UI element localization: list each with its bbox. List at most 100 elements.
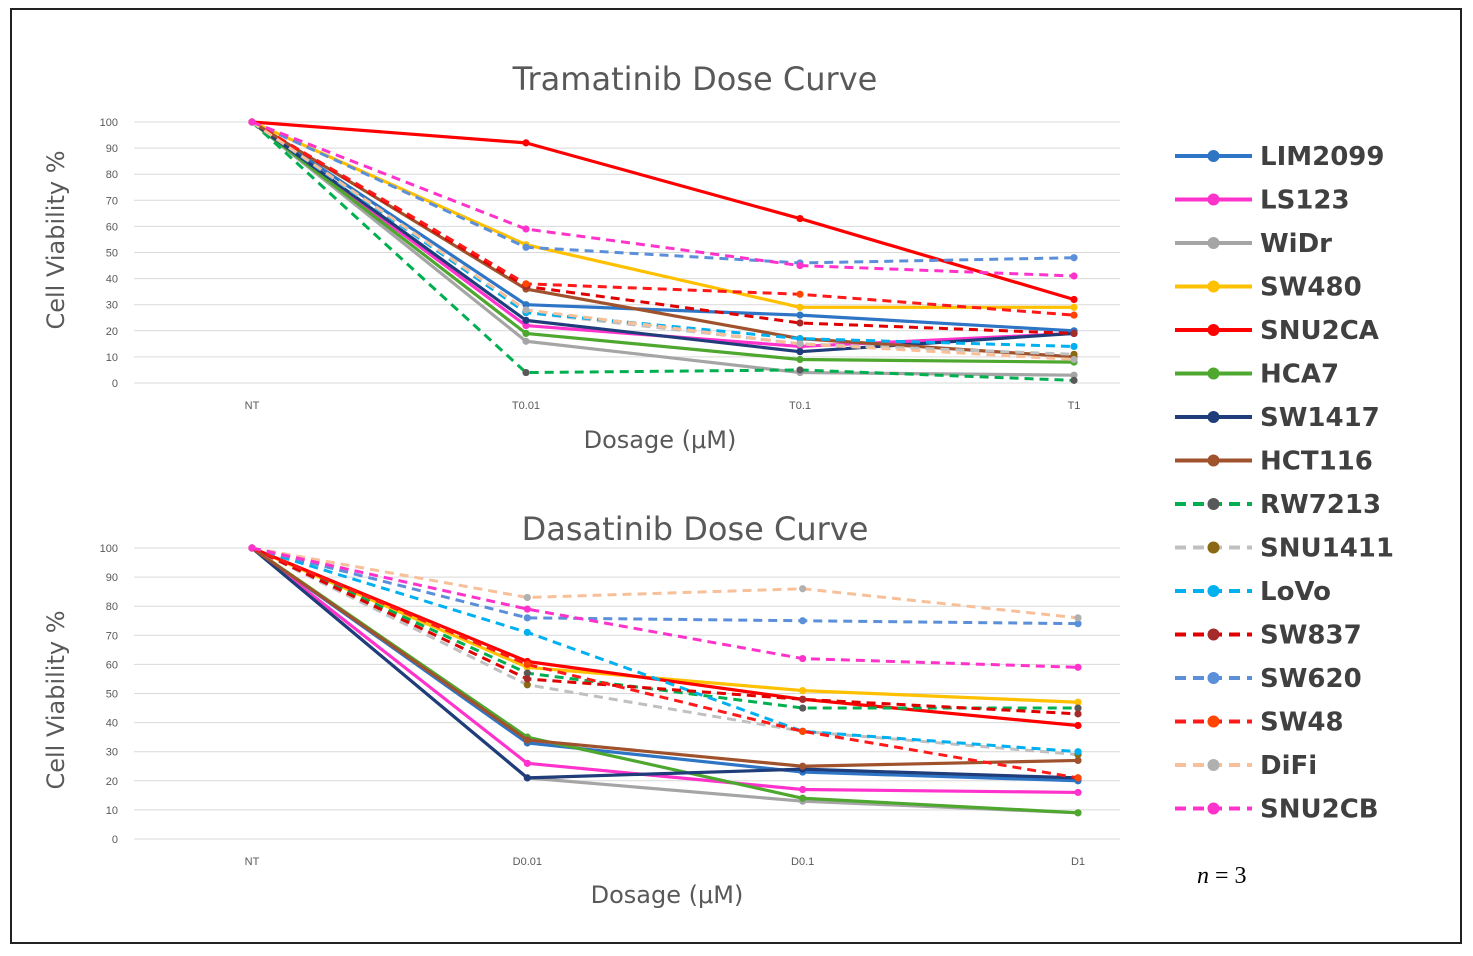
legend-marker bbox=[1207, 150, 1220, 162]
data-point bbox=[796, 311, 804, 319]
y-tick-label: 60 bbox=[106, 221, 118, 233]
data-point bbox=[799, 585, 807, 593]
x-tick-label: D0.01 bbox=[513, 856, 542, 868]
data-point bbox=[796, 335, 804, 343]
legend-item-hct116: HCT116 bbox=[1175, 447, 1373, 477]
data-point bbox=[796, 290, 804, 298]
y-tick-label: 80 bbox=[106, 601, 118, 613]
series-ls123 bbox=[248, 544, 1082, 797]
series-difi bbox=[248, 118, 1078, 364]
x-axis-label-bottom: Dosage (μM) bbox=[591, 881, 744, 909]
series-line bbox=[251, 546, 1079, 768]
legend-label: LIM2099 bbox=[1260, 142, 1384, 172]
sample-size-value: = 3 bbox=[1209, 863, 1247, 889]
legend-item-ls123: LS123 bbox=[1175, 186, 1350, 216]
legend-label: SW48 bbox=[1260, 708, 1344, 738]
y-tick-label: 20 bbox=[106, 326, 118, 338]
series-line bbox=[251, 546, 1079, 780]
data-point bbox=[796, 261, 804, 270]
data-point bbox=[522, 139, 530, 147]
legend: LIM2099 LS123 WiDr SW480 SNU2CA HCA7 SW1417 HCT… bbox=[1175, 142, 1394, 825]
series-snu2cb bbox=[248, 544, 1082, 671]
data-point bbox=[1074, 710, 1082, 718]
legend-item-widr: WiDr bbox=[1175, 229, 1332, 259]
data-point bbox=[522, 368, 530, 377]
legend-marker bbox=[1207, 498, 1220, 510]
legend-marker bbox=[1207, 628, 1220, 641]
data-point bbox=[796, 319, 804, 327]
data-point bbox=[522, 225, 530, 233]
x-tick-label: T0.01 bbox=[512, 400, 540, 412]
data-point bbox=[1074, 788, 1082, 797]
legend-label: LoVo bbox=[1260, 577, 1331, 607]
data-point bbox=[796, 366, 804, 374]
series-line bbox=[250, 546, 1079, 780]
legend-label: SW837 bbox=[1260, 621, 1362, 651]
series-snu2cb bbox=[248, 118, 1078, 280]
data-point bbox=[1070, 350, 1078, 358]
data-point bbox=[1070, 295, 1078, 304]
legend-marker bbox=[1207, 759, 1220, 771]
legend-label: WiDr bbox=[1260, 229, 1332, 259]
series-line bbox=[251, 546, 1079, 669]
data-point bbox=[523, 759, 531, 767]
y-axis-label-bottom: Cell Viability % bbox=[42, 610, 70, 789]
data-point bbox=[796, 348, 804, 356]
legend-label: SNU1411 bbox=[1260, 534, 1394, 564]
y-tick-label: 70 bbox=[106, 630, 118, 642]
y-tick-label: 20 bbox=[106, 776, 118, 788]
data-point bbox=[1070, 355, 1078, 364]
y-tick-label: 50 bbox=[106, 689, 118, 701]
x-axis-label-top: Dosage (μM) bbox=[584, 426, 737, 454]
data-point bbox=[1070, 371, 1078, 379]
series-line bbox=[250, 120, 1075, 382]
data-point bbox=[1070, 254, 1078, 262]
legend-item-sw1417: SW1417 bbox=[1175, 403, 1380, 433]
data-point bbox=[1070, 342, 1078, 351]
legend-label: RW7213 bbox=[1260, 490, 1381, 520]
series-line bbox=[251, 546, 1079, 757]
data-point bbox=[799, 686, 807, 695]
data-point bbox=[796, 303, 804, 311]
y-tick-label: 100 bbox=[100, 543, 118, 555]
data-point bbox=[1074, 809, 1082, 817]
y-tick-label: 30 bbox=[106, 747, 118, 759]
legend-marker bbox=[1207, 541, 1220, 554]
y-tick-label: 10 bbox=[106, 805, 118, 817]
legend-marker bbox=[1207, 324, 1220, 336]
legend-marker bbox=[1207, 411, 1220, 423]
x-tick-label: D0.1 bbox=[791, 856, 814, 868]
data-point bbox=[523, 774, 531, 782]
data-point bbox=[522, 301, 530, 309]
series-line bbox=[251, 120, 1075, 335]
y-tick-label: 0 bbox=[112, 378, 118, 390]
legend-label: SW480 bbox=[1260, 273, 1362, 303]
y-tick-label: 10 bbox=[106, 352, 118, 364]
legend-marker bbox=[1207, 237, 1220, 249]
series-line bbox=[251, 546, 1079, 620]
legend-marker bbox=[1207, 367, 1220, 380]
legend-item-lovo: LoVo bbox=[1175, 577, 1331, 607]
y-tick-label: 80 bbox=[106, 169, 118, 181]
sample-size-note: n = 3 bbox=[1197, 863, 1247, 889]
data-point bbox=[248, 118, 256, 126]
chart-title-top: Tramatinib Dose Curve bbox=[512, 60, 878, 98]
legend-item-snu2cb: SNU2CB bbox=[1175, 795, 1379, 825]
data-point bbox=[522, 306, 530, 314]
figure-frame: 0 10 20 30 40 50 60 70 80 90 100 NT T0.01 T0.1 T1 0 10 20… bbox=[10, 8, 1462, 944]
data-point bbox=[522, 337, 530, 345]
data-point bbox=[1074, 704, 1082, 712]
data-point bbox=[799, 695, 807, 703]
x-tick-label: T1 bbox=[1068, 400, 1081, 412]
series-line bbox=[251, 546, 1079, 626]
legend-item-hca7: HCA7 bbox=[1175, 360, 1339, 390]
y-tick-label: 90 bbox=[106, 143, 118, 155]
y-tick-label: 40 bbox=[106, 274, 118, 286]
y-tick-label: 100 bbox=[100, 117, 118, 129]
legend-marker bbox=[1207, 193, 1220, 206]
y-tick-label: 50 bbox=[106, 248, 118, 260]
data-point bbox=[799, 727, 807, 735]
legend-label: DiFi bbox=[1260, 751, 1317, 781]
data-point bbox=[1074, 614, 1082, 622]
data-point bbox=[523, 660, 531, 669]
